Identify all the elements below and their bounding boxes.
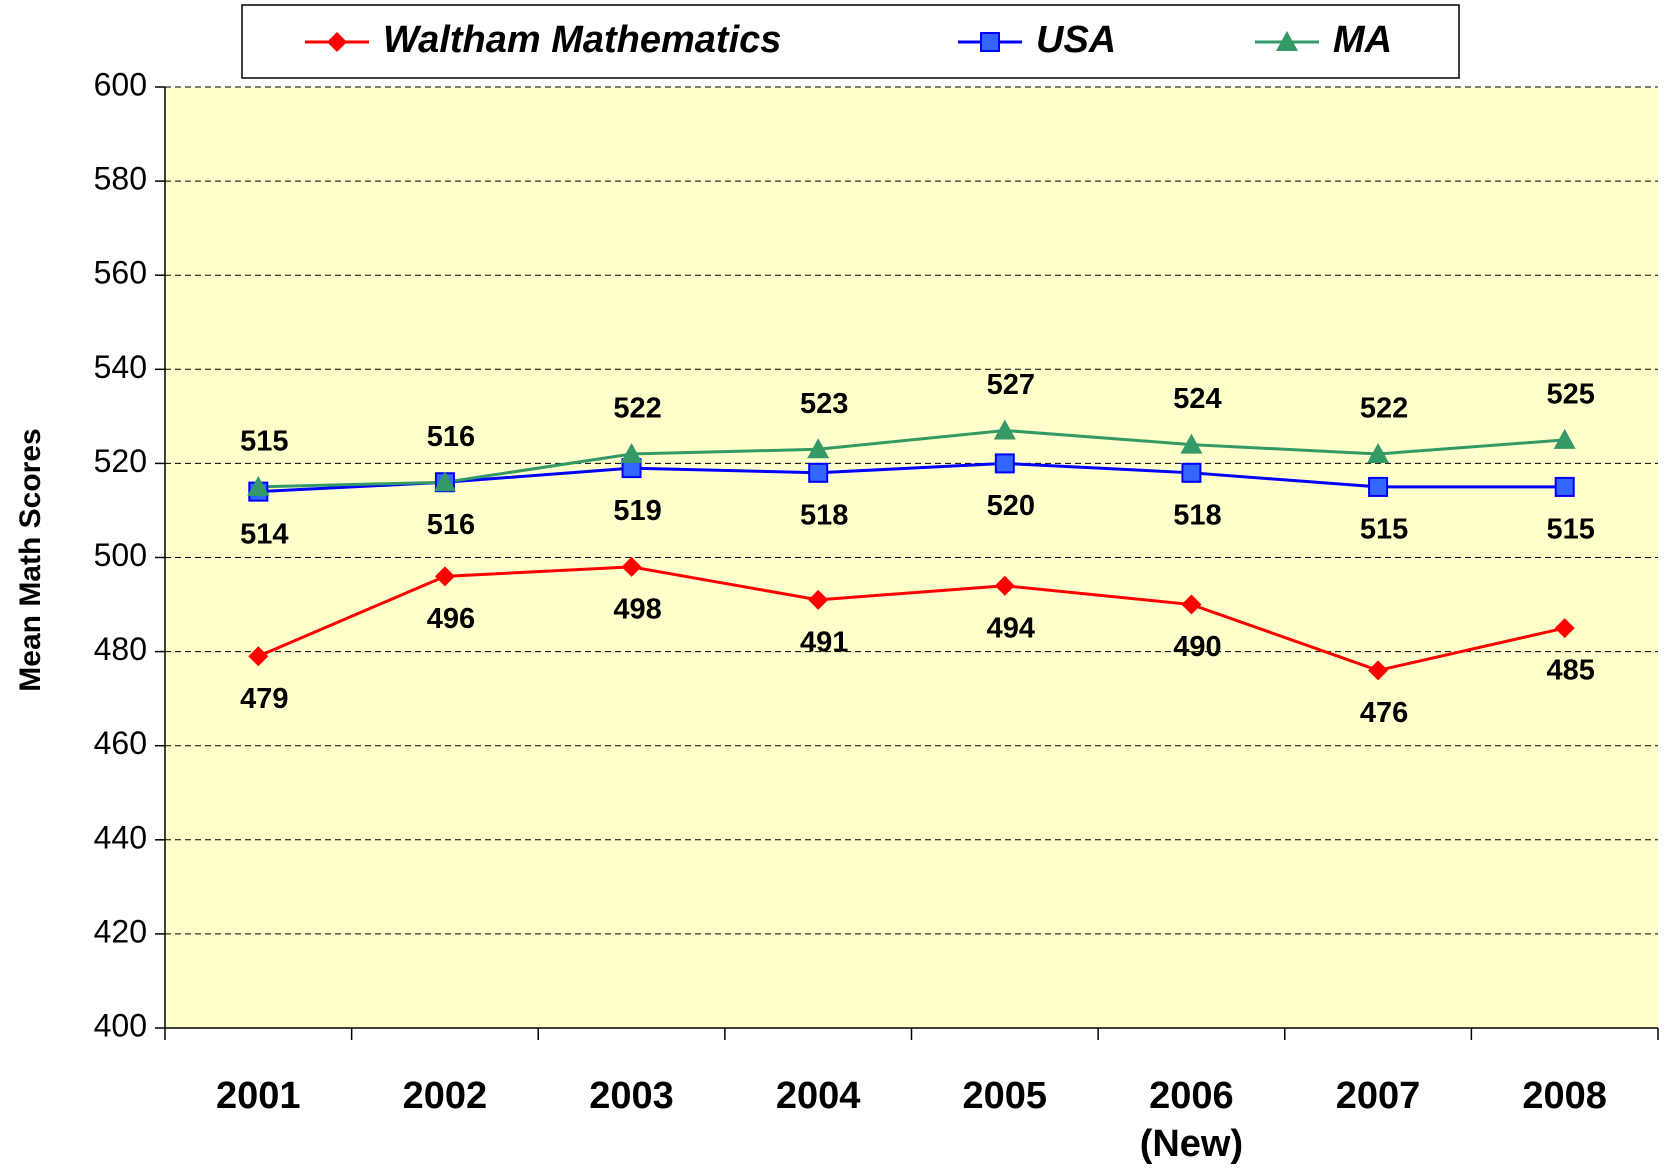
marker — [621, 556, 642, 577]
series-line — [258, 461, 1565, 494]
y-tick-label: 400 — [94, 1007, 147, 1043]
y-tick-label: 500 — [94, 537, 147, 573]
series-line — [258, 428, 1565, 489]
y-tick-label: 440 — [94, 819, 147, 855]
data-label: 516 — [427, 509, 475, 541]
x-tick-label: 2003 — [589, 1075, 674, 1117]
x-tick-label: 2001 — [216, 1075, 301, 1117]
data-label: 479 — [240, 683, 288, 715]
data-label: 476 — [1360, 697, 1408, 729]
marker — [993, 419, 1016, 440]
data-label: 523 — [800, 388, 848, 420]
marker — [1181, 594, 1202, 615]
x-tick-label: 2004 — [775, 1075, 861, 1117]
marker — [433, 471, 456, 492]
data-label: 490 — [1173, 631, 1221, 663]
data-label: 518 — [1173, 499, 1221, 531]
marker — [1368, 660, 1389, 681]
y-tick-label: 580 — [94, 161, 147, 197]
data-label: 518 — [800, 499, 848, 531]
data-label: 520 — [987, 490, 1035, 522]
data-label: 515 — [1546, 514, 1594, 546]
marker — [808, 589, 829, 610]
data-label: 524 — [1173, 383, 1221, 415]
y-tick-label: 520 — [94, 443, 147, 479]
y-tick-label: 460 — [94, 725, 147, 761]
data-label: 496 — [427, 603, 475, 635]
data-label: 514 — [240, 518, 288, 550]
legend-marker — [980, 32, 1000, 52]
marker — [994, 575, 1015, 596]
legend-marker — [327, 32, 347, 52]
y-tick-label: 600 — [94, 66, 147, 102]
legend-label: Waltham Mathematics — [383, 19, 781, 61]
marker — [1368, 476, 1389, 497]
data-label: 527 — [987, 369, 1035, 401]
legend-marker — [1276, 31, 1298, 51]
data-label: 498 — [613, 594, 661, 626]
y-axis-title: Mean Math Scores — [14, 428, 47, 691]
marker — [994, 453, 1015, 474]
marker — [1554, 476, 1575, 497]
marker — [434, 566, 455, 587]
marker — [620, 442, 643, 463]
marker — [1554, 618, 1575, 639]
x-tick-label: 2007 — [1335, 1075, 1421, 1117]
x-tick-label: 2008 — [1522, 1075, 1607, 1117]
marker — [808, 462, 829, 483]
y-tick-label: 420 — [94, 913, 147, 949]
x-tick-label: 2006 (New) — [1139, 1075, 1244, 1165]
data-label: 491 — [800, 627, 848, 659]
y-tick-label: 560 — [94, 255, 147, 291]
data-label: 522 — [613, 393, 661, 425]
data-label: 485 — [1546, 655, 1594, 687]
data-label: 494 — [987, 612, 1035, 644]
marker — [1367, 442, 1390, 463]
x-tick-label: 2002 — [402, 1075, 488, 1117]
marker — [247, 475, 270, 496]
marker — [1180, 433, 1203, 454]
marker — [1553, 428, 1576, 449]
data-label: 515 — [240, 426, 288, 458]
data-label: 516 — [427, 421, 475, 453]
legend-label: MA — [1333, 19, 1392, 61]
data-label: 525 — [1546, 379, 1594, 411]
marker — [1181, 462, 1202, 483]
series-line — [257, 565, 1566, 672]
y-tick-label: 480 — [94, 631, 147, 667]
y-tick-label: 540 — [94, 349, 147, 385]
legend-label: USA — [1036, 19, 1116, 61]
x-tick-label: 2005 — [962, 1075, 1048, 1117]
marker — [807, 438, 830, 459]
data-label: 515 — [1360, 514, 1408, 546]
data-label: 522 — [1360, 393, 1408, 425]
marker — [248, 646, 269, 667]
data-label: 519 — [613, 495, 661, 527]
